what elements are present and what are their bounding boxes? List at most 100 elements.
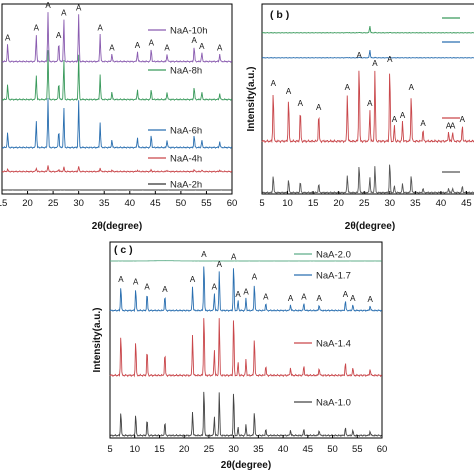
peak-marker-label: A	[192, 36, 198, 45]
panel-a-series	[1, 12, 233, 191]
panel-c-frame	[109, 241, 383, 439]
peak-marker-label: A	[235, 290, 241, 299]
panel-b: ( b ) Intensity(a.u.) AAAAAAAAAAAAAAAAA …	[246, 3, 474, 232]
panel-a-x-axis-title: 2θ(degree)	[92, 221, 142, 232]
series-line	[1, 12, 233, 63]
x-tick-label: 25	[359, 198, 370, 209]
peak-marker-label: A	[345, 83, 351, 92]
peak-marker-label: A	[135, 41, 141, 50]
x-tick-label: 20	[22, 198, 33, 209]
series-line	[1, 165, 233, 173]
panel-c-label: ( c )	[114, 244, 133, 256]
series-line	[109, 266, 383, 313]
peak-marker-label: A	[199, 42, 205, 51]
peak-marker-label: A	[263, 293, 269, 302]
x-tick-label: 25	[204, 444, 215, 455]
x-tick-label: 45	[461, 198, 472, 209]
x-tick-label: 60	[227, 198, 238, 209]
x-tick-label: 15	[0, 198, 7, 209]
peak-marker-label: A	[162, 285, 168, 294]
legend-entry: NaA-1.4	[316, 339, 351, 350]
peak-marker-label: A	[392, 115, 398, 124]
legend-entry: NaA-8h	[170, 66, 202, 77]
peak-marker-label: A	[56, 31, 62, 40]
legend-entry: NaA-2.0	[316, 250, 351, 261]
x-tick-label: 10	[282, 198, 293, 209]
legend-entry: NaA-4h	[170, 154, 202, 165]
peak-marker-label: A	[164, 44, 170, 53]
x-tick-label: 40	[436, 198, 447, 209]
peak-marker-label: A	[217, 260, 223, 269]
x-tick-label: 45	[303, 444, 314, 455]
x-tick-label: 50	[327, 444, 338, 455]
peak-marker-label: A	[133, 278, 139, 287]
legend-entry: NaA-2h	[170, 180, 202, 191]
x-tick-label: 30	[228, 444, 239, 455]
panel-a-legend: NaA-10h NaA-8h NaA-6h NaA-4h NaA-2h	[148, 26, 208, 191]
x-tick-label: 35	[99, 198, 110, 209]
series-line	[261, 49, 474, 59]
peak-marker-label: A	[446, 121, 452, 130]
x-tick-label: 10	[129, 444, 140, 455]
legend-entry: NaA-6h	[170, 126, 202, 137]
peak-marker-label: A	[34, 24, 40, 33]
peak-marker-label: A	[460, 115, 466, 124]
panel-a-x-ticks: 15 20 25 30 35 40 45 50 55 60	[0, 191, 237, 209]
peak-marker-label: A	[288, 294, 294, 303]
series-line	[1, 98, 233, 149]
panel-c-x-axis-title: 2θ(degree)	[221, 460, 271, 471]
peak-marker-label: A	[118, 275, 124, 284]
x-tick-label: 45	[150, 198, 161, 209]
peak-marker-label: A	[212, 283, 218, 292]
peak-marker-label: A	[217, 44, 223, 53]
panel-b-legend	[442, 17, 460, 173]
series-line	[261, 164, 474, 195]
peak-marker-label: A	[5, 34, 11, 43]
x-tick-label: 15	[154, 444, 165, 455]
peak-marker-label: A	[231, 253, 237, 262]
series-line	[109, 391, 383, 438]
peak-marker-label: A	[343, 290, 349, 299]
peak-marker-label: A	[420, 119, 426, 128]
x-tick-label: 30	[384, 198, 395, 209]
panel-b-series	[261, 25, 474, 195]
peak-marker-label: A	[400, 111, 406, 120]
panel-b-frame	[261, 3, 474, 195]
panel-c-series	[109, 260, 383, 438]
peak-marker-label: A	[201, 250, 207, 259]
peak-marker-label: A	[409, 83, 415, 92]
x-tick-label: 20	[179, 444, 190, 455]
panel-c-legend: NaA-2.0 NaA-1.7 NaA-1.4 NaA-1.0	[294, 250, 351, 409]
x-tick-label: 40	[278, 444, 289, 455]
peak-marker-label: A	[367, 295, 373, 304]
peak-marker-label: A	[109, 44, 115, 53]
peak-marker-label: A	[97, 24, 103, 33]
peak-marker-label: A	[252, 273, 258, 282]
x-tick-label: 5	[107, 444, 112, 455]
peak-marker-label: A	[286, 87, 292, 96]
peak-marker-label: A	[149, 39, 155, 48]
x-tick-label: 20	[333, 198, 344, 209]
peak-marker-label: A	[356, 51, 362, 60]
panel-c-y-axis-title: Intensity(a.u.)	[92, 307, 103, 372]
series-line	[109, 318, 383, 378]
x-tick-label: 40	[124, 198, 135, 209]
x-tick-label: 55	[352, 444, 363, 455]
panel-b-x-axis-title: 2θ(degree)	[345, 221, 395, 232]
peak-marker-label: A	[387, 55, 393, 64]
panel-b-y-axis-title: Intensity(a.u.)	[246, 66, 257, 131]
peak-marker-label: A	[76, 4, 82, 13]
series-line	[261, 70, 474, 144]
x-tick-label: 50	[176, 198, 187, 209]
peak-marker-label: A	[350, 294, 356, 303]
x-tick-label: 30	[73, 198, 84, 209]
x-tick-label: 25	[48, 198, 59, 209]
legend-entry: NaA-1.0	[316, 398, 351, 409]
x-tick-label: 60	[377, 444, 388, 455]
legend-entry: NaA-10h	[170, 26, 208, 37]
peak-marker-label: A	[243, 288, 249, 297]
